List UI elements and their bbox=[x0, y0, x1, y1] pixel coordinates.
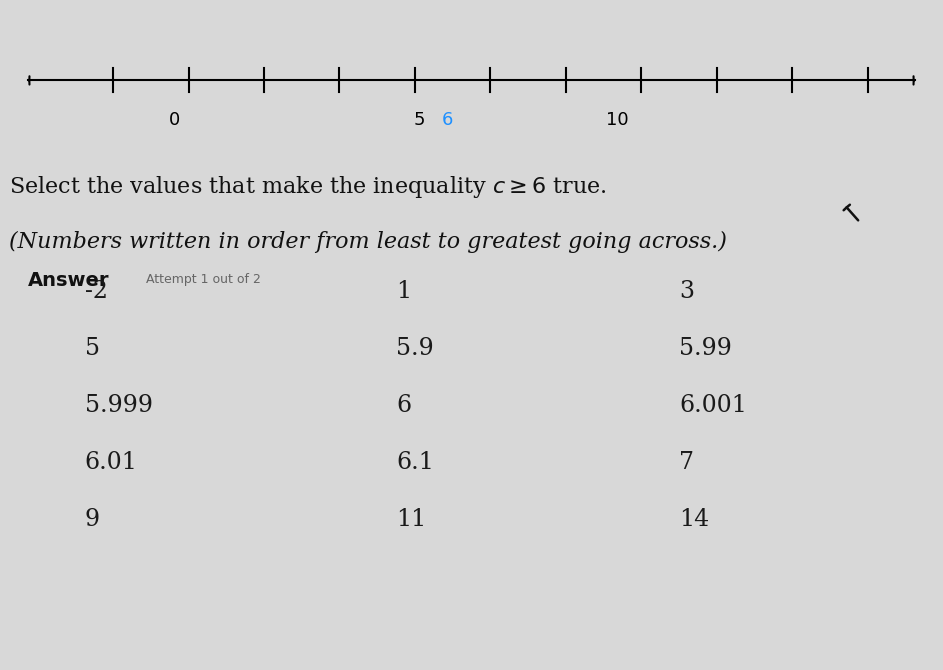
Text: 9: 9 bbox=[85, 508, 100, 531]
Text: 7: 7 bbox=[679, 451, 694, 474]
Text: 5.999: 5.999 bbox=[85, 394, 153, 417]
Text: 6.01: 6.01 bbox=[85, 451, 138, 474]
Text: 6: 6 bbox=[396, 394, 411, 417]
Text: 1: 1 bbox=[396, 280, 411, 303]
Text: 5.99: 5.99 bbox=[679, 337, 732, 360]
Text: -2: -2 bbox=[85, 280, 108, 303]
Text: 14: 14 bbox=[679, 508, 709, 531]
Text: 5.9: 5.9 bbox=[396, 337, 434, 360]
Text: 6.1: 6.1 bbox=[396, 451, 434, 474]
Text: 11: 11 bbox=[396, 508, 426, 531]
Text: (Numbers written in order from least to greatest going across.): (Numbers written in order from least to … bbox=[9, 231, 727, 253]
Text: 0: 0 bbox=[169, 111, 180, 129]
Text: Attempt 1 out of 2: Attempt 1 out of 2 bbox=[146, 273, 261, 286]
Text: 10: 10 bbox=[606, 111, 629, 129]
Text: 6: 6 bbox=[442, 111, 454, 129]
Text: 3: 3 bbox=[679, 280, 694, 303]
Text: Select the values that make the inequality $c \geq 6$ true.: Select the values that make the inequali… bbox=[9, 174, 607, 200]
Text: 6.001: 6.001 bbox=[679, 394, 747, 417]
Text: 5: 5 bbox=[414, 111, 425, 129]
Text: 5: 5 bbox=[85, 337, 100, 360]
Text: Answer: Answer bbox=[28, 271, 109, 290]
